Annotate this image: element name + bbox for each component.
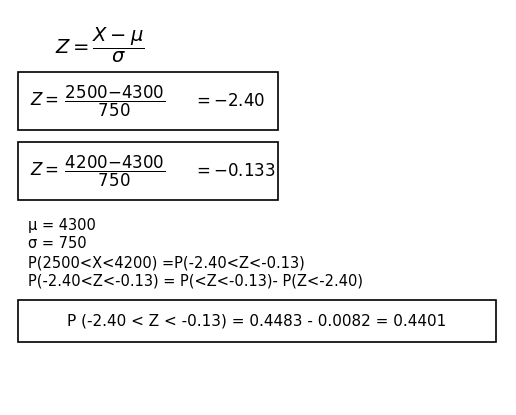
Text: P(-2.40<Z<-0.13) = P(<Z<-0.13)- P(Z<-2.40): P(-2.40<Z<-0.13) = P(<Z<-0.13)- P(Z<-2.4…: [28, 274, 363, 289]
FancyBboxPatch shape: [18, 300, 496, 342]
Text: $Z{=}\,\dfrac{2500{-}4300}{750}$: $Z{=}\,\dfrac{2500{-}4300}{750}$: [30, 83, 166, 119]
Text: P(2500<X<4200) =P(-2.40<Z<-0.13): P(2500<X<4200) =P(-2.40<Z<-0.13): [28, 255, 305, 270]
Text: $Z = \dfrac{X - \mu}{\sigma}$: $Z = \dfrac{X - \mu}{\sigma}$: [55, 25, 144, 65]
FancyBboxPatch shape: [18, 72, 278, 130]
Text: P (-2.40 < Z < -0.13) = 0.4483 - 0.0082 = 0.4401: P (-2.40 < Z < -0.13) = 0.4483 - 0.0082 …: [68, 313, 447, 329]
FancyBboxPatch shape: [18, 142, 278, 200]
Text: μ = 4300: μ = 4300: [28, 218, 96, 233]
Text: σ = 750: σ = 750: [28, 236, 87, 251]
Text: $Z{=}\,\dfrac{4200{-}4300}{750}$: $Z{=}\,\dfrac{4200{-}4300}{750}$: [30, 154, 166, 188]
Text: $={-}0.133$: $={-}0.133$: [193, 162, 276, 180]
Text: $={-}2.40$: $={-}2.40$: [193, 92, 265, 110]
